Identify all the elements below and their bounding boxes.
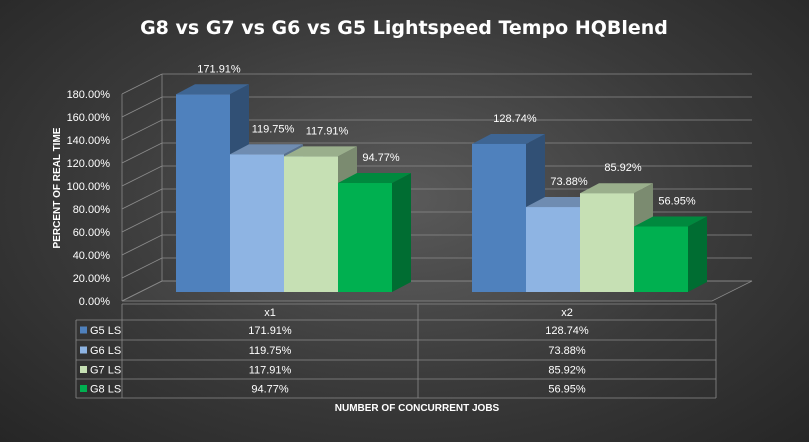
- legend-entry: G5 LS: [90, 325, 121, 337]
- bar-front: [634, 226, 688, 292]
- chart-title: G8 vs G7 vs G6 vs G5 Lightspeed Tempo HQ…: [140, 17, 668, 39]
- y-tick-label: 160.00%: [67, 112, 111, 124]
- legend-swatch: [80, 366, 87, 373]
- bars: [176, 84, 707, 292]
- x-axis-title: NUMBER OF CONCURRENT JOBS: [335, 403, 500, 414]
- gridline-side: [121, 257, 163, 279]
- y-tick-label: 0.00%: [79, 296, 110, 308]
- category-label: x2: [561, 307, 573, 319]
- y-axis-title: PERCENT OF REAL TIME: [52, 127, 63, 248]
- bar-front: [526, 207, 580, 292]
- bar-top: [176, 84, 249, 95]
- data-labels: 171.91% 119.75% 117.91% 94.77% 128.74% 73.88%…: [197, 63, 696, 207]
- legend-swatch: [80, 385, 87, 392]
- gridline-side: [121, 234, 163, 256]
- category-label: x1: [264, 307, 276, 319]
- legend-entry: G7 LS: [90, 365, 121, 377]
- data-label: 85.92%: [604, 162, 642, 174]
- bar-top: [338, 173, 411, 184]
- data-table: x1 x2 G5 LS 171.91% 128.74% G6 LS 119.75% 73.88…: [75, 303, 717, 399]
- y-tick-label: 120.00%: [67, 158, 111, 170]
- table-cell: 117.91%: [249, 365, 292, 377]
- table-cell: 119.75%: [249, 345, 292, 357]
- y-axis-ticks: 0.00% 20.00% 40.00% 60.00% 80.00% 100.00% 120.…: [67, 89, 111, 308]
- gridline-side: [121, 211, 163, 233]
- legend-entry: G8 LS: [90, 384, 121, 396]
- bar-front: [176, 94, 230, 292]
- gridline-side: [121, 96, 163, 118]
- data-label: 128.74%: [493, 113, 537, 125]
- gridline-side: [121, 165, 163, 187]
- data-label: 117.91%: [306, 125, 349, 137]
- y-tick-label: 100.00%: [67, 181, 111, 193]
- bar-top: [230, 144, 303, 155]
- legend-entry: G6 LS: [90, 345, 121, 357]
- bar-front: [338, 183, 392, 292]
- data-label: 73.88%: [550, 176, 588, 188]
- legend-swatch: [80, 346, 87, 354]
- bar-g8-ls-x1: [338, 173, 411, 292]
- data-label: 171.91%: [197, 63, 241, 75]
- bar-front: [230, 154, 284, 292]
- bar-side: [392, 173, 411, 292]
- y-tick-label: 140.00%: [67, 135, 111, 147]
- bar-top: [472, 133, 545, 144]
- y-tick-label: 180.00%: [67, 89, 111, 101]
- gridline-side: [121, 142, 163, 164]
- table-cell: 94.77%: [251, 384, 289, 396]
- table-cell: 171.91%: [248, 325, 292, 337]
- bar-front: [472, 143, 526, 292]
- bar-front: [284, 156, 338, 292]
- bar-top: [284, 146, 357, 157]
- data-label: 56.95%: [658, 196, 696, 208]
- y-tick-label: 20.00%: [73, 273, 111, 285]
- y-tick-label: 40.00%: [73, 250, 111, 262]
- bar-top: [634, 216, 707, 227]
- bar-front: [580, 193, 634, 292]
- table-cell: 56.95%: [548, 384, 586, 396]
- table-cell: 85.92%: [548, 365, 586, 377]
- gridline-side: [121, 280, 163, 302]
- data-label: 119.75%: [252, 123, 295, 135]
- bar-side: [688, 216, 707, 292]
- gridline-side: [121, 188, 163, 210]
- table-cell: 128.74%: [545, 325, 589, 337]
- bar-g8-ls-x2: [634, 216, 707, 292]
- y-tick-label: 80.00%: [73, 204, 111, 216]
- table-cell: 73.88%: [548, 345, 586, 357]
- y-tick-label: 60.00%: [73, 227, 111, 239]
- legend-swatch: [80, 326, 87, 334]
- bar-top: [580, 183, 653, 194]
- gridline-side: [121, 73, 163, 95]
- data-label: 94.77%: [362, 152, 400, 164]
- gridline-side: [121, 119, 163, 141]
